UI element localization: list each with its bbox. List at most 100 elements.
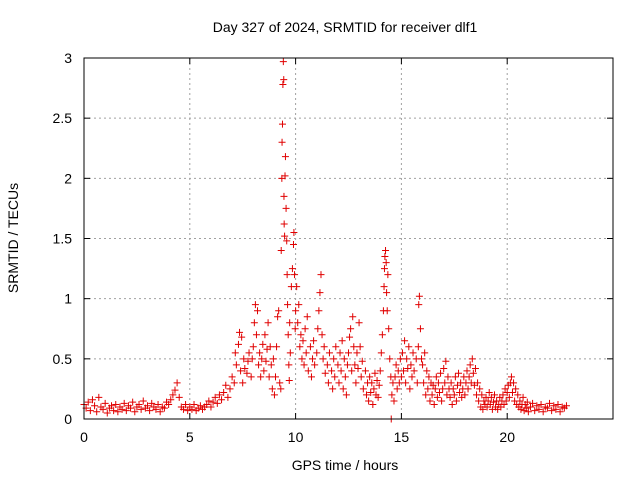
data-point (524, 408, 532, 416)
x-tick-label: 5 (186, 429, 194, 445)
data-point (376, 367, 384, 375)
data-point (474, 379, 482, 387)
data-point (465, 373, 473, 381)
data-point (241, 364, 249, 372)
data-point (451, 373, 459, 381)
data-point (429, 381, 437, 389)
data-point (283, 271, 291, 279)
data-point (314, 325, 322, 333)
data-point (469, 369, 477, 377)
x-axis-label: GPS time / hours (292, 457, 399, 473)
data-point (334, 361, 342, 369)
data-point (330, 355, 338, 363)
data-point (190, 401, 198, 409)
data-point (291, 271, 299, 279)
data-point (274, 313, 282, 321)
data-point (325, 349, 333, 357)
data-point (408, 373, 416, 381)
data-point (281, 153, 289, 161)
data-point (441, 379, 449, 387)
data-point (351, 361, 359, 369)
data-point (471, 364, 479, 372)
data-point (355, 319, 363, 327)
data-point (479, 405, 487, 413)
data-point (313, 349, 321, 357)
data-point (108, 402, 116, 410)
data-point (112, 401, 120, 409)
y-tick-label: 0 (64, 411, 72, 427)
data-point (311, 361, 319, 369)
data-point (374, 393, 382, 401)
data-point (271, 373, 279, 381)
data-point (220, 389, 228, 397)
data-point (292, 307, 300, 315)
data-point (279, 58, 287, 66)
data-point (519, 393, 527, 401)
data-point (315, 307, 323, 315)
data-point (380, 265, 388, 273)
data-point (556, 408, 564, 416)
data-point (512, 385, 520, 393)
data-point (179, 405, 187, 413)
data-point (231, 349, 239, 357)
data-point (240, 355, 248, 363)
data-point (448, 401, 456, 409)
data-point (95, 393, 103, 401)
data-point (336, 349, 344, 357)
data-point (275, 307, 283, 315)
data-point (167, 396, 175, 404)
data-point (447, 379, 455, 387)
data-point (539, 408, 547, 416)
data-point (419, 361, 427, 369)
data-point (259, 340, 267, 348)
data-point (438, 397, 446, 405)
data-point (148, 399, 156, 407)
data-point (407, 361, 415, 369)
data-point (291, 325, 299, 333)
data-point (299, 337, 307, 345)
data-point (329, 385, 337, 393)
data-point (294, 319, 302, 327)
data-point (375, 381, 383, 389)
data-point (239, 379, 247, 387)
data-point (403, 355, 411, 363)
data-point (290, 228, 298, 236)
data-point (516, 397, 524, 405)
data-point (335, 379, 343, 387)
data-point (236, 328, 244, 336)
data-point (184, 407, 192, 415)
data-point (537, 401, 545, 409)
data-point (356, 343, 364, 351)
data-point (261, 331, 269, 339)
data-point (84, 398, 92, 406)
data-point (405, 343, 413, 351)
data-point (262, 357, 270, 365)
data-point (175, 393, 183, 401)
data-point (143, 402, 151, 410)
data-point (389, 379, 397, 387)
data-point (362, 391, 370, 399)
data-point (434, 379, 442, 387)
data-point (247, 373, 255, 381)
data-point (439, 385, 447, 393)
data-point (554, 401, 562, 409)
data-point (415, 301, 423, 309)
data-point (323, 361, 331, 369)
x-tick-label: 10 (288, 429, 304, 445)
data-point (562, 402, 570, 410)
data-point (466, 361, 474, 369)
data-point (260, 367, 268, 375)
data-point (450, 391, 458, 399)
data-point (404, 364, 412, 372)
data-point (284, 331, 292, 339)
data-point (428, 391, 436, 399)
data-point (317, 271, 325, 279)
data-point (337, 367, 345, 375)
y-tick-label: 1 (64, 291, 72, 307)
data-point (424, 385, 432, 393)
data-point (386, 355, 394, 363)
data-point (382, 259, 390, 267)
data-point (523, 398, 531, 406)
data-point (388, 391, 396, 399)
